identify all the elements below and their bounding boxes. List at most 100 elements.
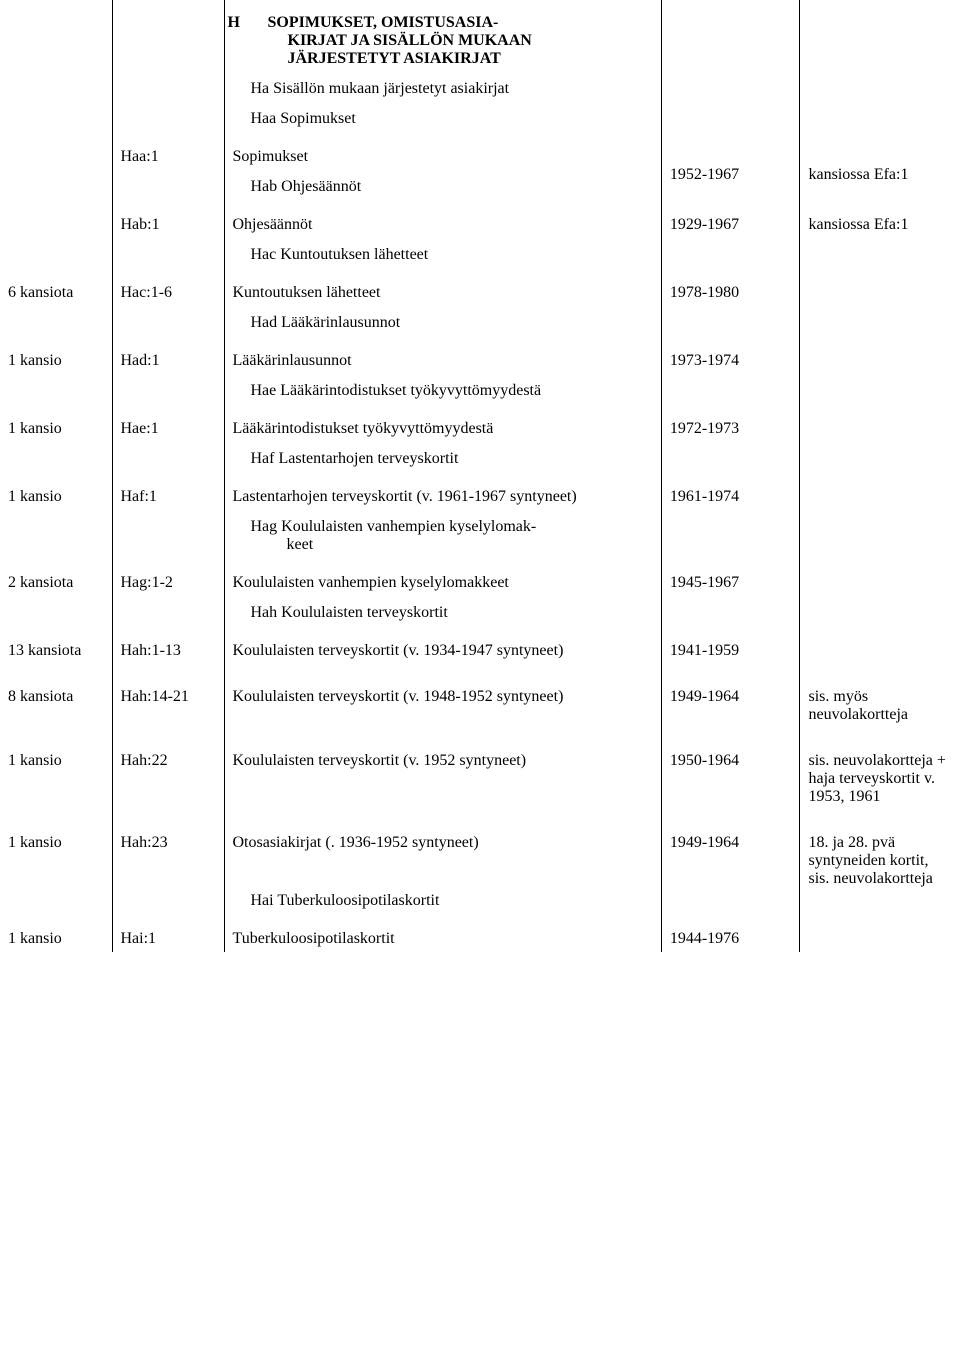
table-row: 1 kansio Hah:23 Otosasiakirjat (. 1936-1… [0,830,960,926]
cell-years: 1945-1967 [661,570,800,638]
cell-years: 1972-1973 [661,416,800,484]
cell-qty: 6 kansiota [0,280,112,348]
cell-code: Hac:1-6 [112,280,224,348]
cell-code: Hab:1 [112,212,224,280]
table-row: Haa:1 Sopimukset Hab Ohjesäännöt 1952-19… [0,144,960,212]
cell-qty: 1 kansio [0,748,112,810]
cell-desc: Tuberkuloosipotilaskortit [224,926,661,952]
cell-years: 1929-1967 [661,212,800,280]
cell-note [800,570,960,638]
cell-years: 1941-1959 [661,638,800,664]
cell-desc: Sopimukset Hab Ohjesäännöt [224,144,661,212]
cell-code: Hae:1 [112,416,224,484]
cell-years: 1950-1964 [661,748,800,810]
subhead-haf: Haf Lastentarhojen terveyskortit [251,450,653,468]
note-val: kansiossa Efa:1 [808,166,908,183]
subhead-hae: Hae Lääkärintodistukset työkyvyttömyydes… [251,382,653,400]
cell-desc: Koululaisten terveyskortit (v. 1934-1947… [224,638,661,664]
section-title-l3: JÄRJESTETYT ASIAKIRJAT [288,50,501,67]
cell-qty [0,144,112,212]
cell-note: 18. ja 28. pvä syntyneiden kortit, sis. … [800,830,960,926]
entry-desc: Sopimukset [233,148,653,166]
cell-years: 1944-1976 [661,926,800,952]
cell-desc: Lääkärintodistukset työkyvyttömyydestä H… [224,416,661,484]
subhead-hai: Hai Tuberkuloosipotilaskortit [251,892,653,910]
section-title-l2: KIRJAT JA SISÄLLÖN MUKAAN [288,32,532,49]
cell-note [800,926,960,952]
cell-years: 1952-1967 [661,144,800,212]
cell-code: Hah:1-13 [112,638,224,664]
cell-note: kansiossa Efa:1 [800,212,960,280]
cell-code: Hah:14-21 [112,684,224,728]
entry-desc: Lääkärinlausunnot [233,352,653,370]
cell-years: 1973-1974 [661,348,800,416]
subhead-hac: Hac Kuntoutuksen lähetteet [251,246,653,264]
subhead-hag-l1: Hag Koululaisten vanhempien kyselylomak- [251,518,537,535]
entry-desc: Lastentarhojen terveyskortit (v. 1961-19… [233,488,653,506]
cell-code: Hag:1-2 [112,570,224,638]
subhead-hab: Hab Ohjesäännöt [251,178,653,196]
cell-note [800,280,960,348]
table-row: 1 kansio Hai:1 Tuberkuloosipotilaskortit… [0,926,960,952]
cell-desc: Koululaisten terveyskortit (v. 1948-1952… [224,684,661,728]
cell-qty: 1 kansio [0,416,112,484]
subhead-had: Had Lääkärinlausunnot [251,314,653,332]
cell-code: Hai:1 [112,926,224,952]
cell-qty: 2 kansiota [0,570,112,638]
table-row: 1 kansio Had:1 Lääkärinlausunnot Hae Lää… [0,348,960,416]
cell-note [800,416,960,484]
subhead-hag-l2: keet [287,536,314,553]
cell-desc: Kuntoutuksen lähetteet Had Lääkärinlausu… [224,280,661,348]
cell-desc: Ohjesäännöt Hac Kuntoutuksen lähetteet [224,212,661,280]
cell-code: Haa:1 [112,144,224,212]
cell-note: sis. myös neuvolakortteja [800,684,960,728]
cell-qty: 8 kansiota [0,684,112,728]
cell-qty: 13 kansiota [0,638,112,664]
table-row: 8 kansiota Hah:14-21 Koululaisten tervey… [0,684,960,728]
cell-qty [0,0,112,144]
cell-desc: Lastentarhojen terveyskortit (v. 1961-19… [224,484,661,570]
cell-qty [0,212,112,280]
cell-code [112,0,224,144]
subhead-hag: Hag Koululaisten vanhempien kyselylomak-… [251,518,653,554]
entry-desc: Ohjesäännöt [233,216,653,234]
entry-desc: Koululaisten vanhempien kyselylomakkeet [233,574,653,592]
cell-years: 1978-1980 [661,280,800,348]
cell-qty: 1 kansio [0,926,112,952]
cell-code: Hah:22 [112,748,224,810]
cell-desc: Lääkärinlausunnot Hae Lääkärintodistukse… [224,348,661,416]
cell-note [800,0,960,144]
cell-desc: HSOPIMUKSET, OMISTUSASIA- KIRJAT JA SISÄ… [224,0,661,144]
table-row: 2 kansiota Hag:1-2 Koululaisten vanhempi… [0,570,960,638]
section-title-l1: SOPIMUKSET, OMISTUSASIA- [268,14,499,31]
cell-note [800,484,960,570]
subhead-ha: Ha Sisällön mukaan järjestetyt asiakirja… [251,80,653,98]
table-row: 13 kansiota Hah:1-13 Koululaisten tervey… [0,638,960,664]
cell-desc: Koululaisten terveyskortit (v. 1952 synt… [224,748,661,810]
section-header: HSOPIMUKSET, OMISTUSASIA- KIRJAT JA SISÄ… [248,14,653,68]
cell-code: Had:1 [112,348,224,416]
cell-desc: Otosasiakirjat (. 1936-1952 syntyneet) H… [224,830,661,926]
cell-code: Hah:23 [112,830,224,926]
cell-years: 1949-1964 [661,830,800,926]
cell-years: 1961-1974 [661,484,800,570]
section-letter: H [248,14,268,32]
cell-years [661,0,800,144]
entry-desc: Kuntoutuksen lähetteet [233,284,653,302]
table-row: 1 kansio Hae:1 Lääkärintodistukset työky… [0,416,960,484]
entry-desc: Lääkärintodistukset työkyvyttömyydestä [233,420,653,438]
cell-years: 1949-1964 [661,684,800,728]
table-row: 6 kansiota Hac:1-6 Kuntoutuksen lähettee… [0,280,960,348]
cell-note: kansiossa Efa:1 [800,144,960,212]
table-row: 1 kansio Hah:22 Koululaisten terveyskort… [0,748,960,810]
cell-note [800,638,960,664]
years-val: 1952-1967 [670,166,739,183]
subhead-hah: Hah Koululaisten terveyskortit [251,604,653,622]
entry-desc: Otosasiakirjat (. 1936-1952 syntyneet) [233,834,653,852]
archive-table: HSOPIMUKSET, OMISTUSASIA- KIRJAT JA SISÄ… [0,0,960,952]
cell-note: sis. neuvolakortteja + haja terveyskorti… [800,748,960,810]
cell-desc: Koululaisten vanhempien kyselylomakkeet … [224,570,661,638]
cell-note [800,348,960,416]
subhead-haa: Haa Sopimukset [251,110,653,128]
cell-qty: 1 kansio [0,348,112,416]
